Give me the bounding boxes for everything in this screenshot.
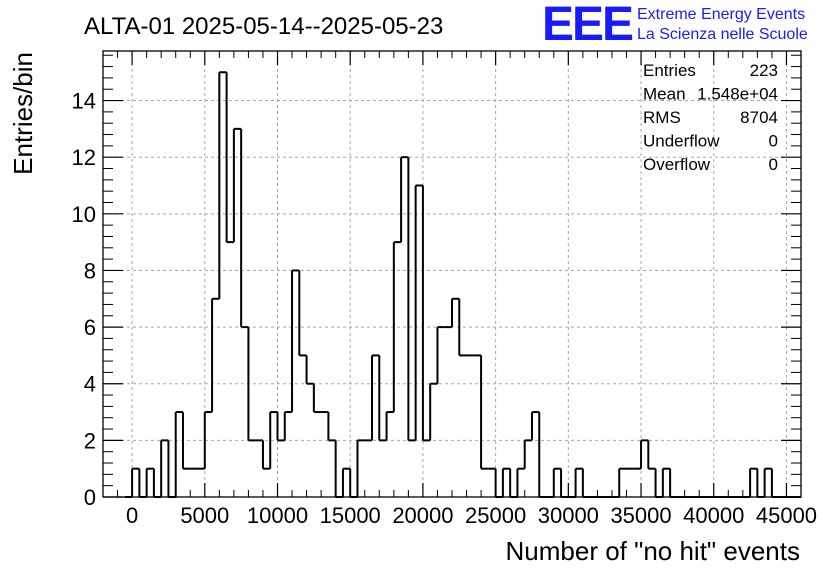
histogram-bin xyxy=(480,355,489,470)
histogram-bin xyxy=(312,383,322,414)
histogram-bin xyxy=(341,467,351,497)
histogram-bin xyxy=(574,467,583,497)
histogram-bin xyxy=(261,440,271,470)
y-tick-label: 0 xyxy=(84,485,96,510)
y-tick-label: 14 xyxy=(72,89,96,114)
x-axis-title: Number of "no hit" events xyxy=(506,536,801,566)
y-tick-label: 10 xyxy=(72,202,96,227)
x-tick-label: 10000 xyxy=(247,503,308,528)
y-axis-title: Entries/bin xyxy=(8,52,38,175)
stat-label: Underflow xyxy=(643,132,720,151)
histogram-bin xyxy=(523,439,532,469)
x-tick-label: 40000 xyxy=(683,503,744,528)
histogram-bin xyxy=(240,128,249,329)
y-tick-label: 4 xyxy=(84,372,96,397)
histogram-bin xyxy=(203,411,213,469)
histogram-bin xyxy=(640,439,649,469)
histogram-bin xyxy=(174,411,183,497)
chart-title: ALTA-01 2025-05-14--2025-05-23 xyxy=(84,13,443,40)
y-tick-label: 2 xyxy=(84,428,96,453)
histogram-bin xyxy=(429,382,438,441)
x-tick-label: 15000 xyxy=(320,503,381,528)
histogram-bin xyxy=(392,241,402,413)
logo-line-2: La Scienza nelle Scuole xyxy=(637,26,808,43)
histogram-bin xyxy=(618,467,627,497)
histogram-bin xyxy=(371,354,380,441)
histogram-bin xyxy=(763,467,772,497)
histogram-bin xyxy=(131,467,140,497)
histogram-bin xyxy=(400,156,409,243)
stat-label: Overflow xyxy=(643,155,711,174)
stat-value: 223 xyxy=(750,61,778,80)
histogram-bin xyxy=(436,326,445,384)
histogram-bin xyxy=(378,355,387,442)
y-tick-label: 12 xyxy=(72,145,96,170)
histogram-bin xyxy=(356,439,365,497)
histogram-bin xyxy=(283,411,293,441)
histogram-bin xyxy=(458,298,467,357)
histogram-bin xyxy=(501,467,511,497)
y-tick-label: 8 xyxy=(84,258,96,283)
plot-frame xyxy=(102,50,802,498)
stat-value: 0 xyxy=(769,155,778,174)
x-tick-label: 5000 xyxy=(180,503,229,528)
histogram-bin xyxy=(451,297,460,328)
stat-value: 8704 xyxy=(740,108,778,127)
y-tick-labels: 0 2 4 6 8 10 12 14 xyxy=(72,89,96,510)
histogram-bin xyxy=(276,412,285,442)
histogram-bin xyxy=(327,412,336,442)
histogram-bin xyxy=(661,467,671,497)
stat-value: 0 xyxy=(769,132,778,151)
histogram-bin xyxy=(414,184,423,441)
histogram-bin xyxy=(269,411,278,469)
histogram-bin xyxy=(145,467,154,497)
histogram-bin xyxy=(232,127,242,243)
stat-label: Entries xyxy=(643,61,696,80)
histogram-bin xyxy=(385,411,394,441)
histogram-bin xyxy=(647,440,656,470)
histogram-bin xyxy=(552,467,562,497)
histogram-bin xyxy=(211,297,220,413)
histogram-bin xyxy=(305,355,314,385)
histogram-bin xyxy=(421,185,431,442)
histogram-bin xyxy=(298,270,307,357)
x-tick-label: 25000 xyxy=(465,503,526,528)
x-tick-label: 35000 xyxy=(610,503,671,528)
stat-label: Mean xyxy=(643,85,686,104)
histogram-bin xyxy=(160,439,169,497)
y-tick-label: 6 xyxy=(84,315,96,340)
histogram-bin xyxy=(516,467,525,497)
histogram-bin xyxy=(749,467,758,497)
x-tick-labels: 0 5000 10000 15000 20000 25000 30000 35000 40000… xyxy=(126,503,817,528)
eee-logo: EEE Extreme Energy Events La Scienza nel… xyxy=(542,0,808,51)
x-tick-label: 0 xyxy=(126,503,138,528)
stats-box: Entries 223 Mean 1.548e+04 RMS 8704 Underflow 0… xyxy=(643,61,778,174)
histogram-bin xyxy=(247,327,256,442)
histogram-bin xyxy=(407,157,416,442)
stat-value: 1.548e+04 xyxy=(697,85,778,104)
logo-letters: EEE xyxy=(542,0,633,51)
histogram-bin xyxy=(218,71,227,299)
x-tick-label: 30000 xyxy=(538,503,599,528)
logo-line-1: Extreme Energy Events xyxy=(637,6,805,23)
histogram-bin xyxy=(181,412,191,470)
x-tick-label: 45000 xyxy=(756,503,817,528)
stat-label: RMS xyxy=(643,108,681,127)
histogram-bin xyxy=(225,72,234,244)
x-tick-label: 20000 xyxy=(392,503,453,528)
histogram-bin xyxy=(291,269,300,413)
histogram-bin xyxy=(530,411,540,441)
